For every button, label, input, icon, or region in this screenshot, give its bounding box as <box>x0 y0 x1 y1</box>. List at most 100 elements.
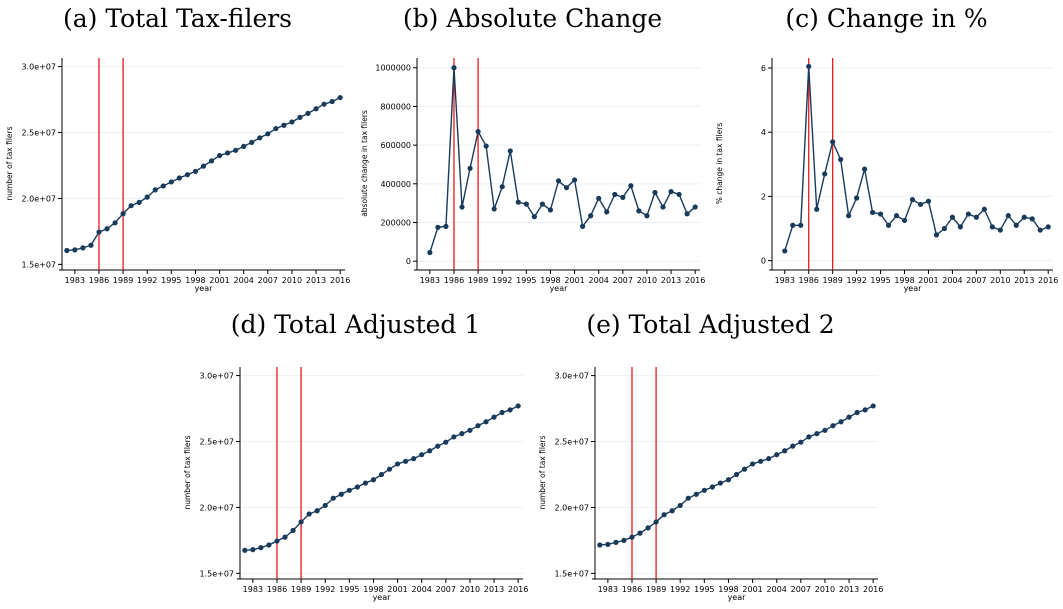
data-point <box>893 213 900 219</box>
data-point <box>774 452 780 458</box>
data-point <box>314 508 320 514</box>
data-point <box>798 222 804 228</box>
data-point <box>806 63 812 70</box>
data-point <box>507 148 513 154</box>
data-point <box>822 427 828 433</box>
data-point <box>597 542 603 548</box>
y-tick-label: 2.0e+07 <box>21 194 56 203</box>
data-point <box>64 247 70 254</box>
x-tick-label: 2010 <box>815 585 835 594</box>
data-point <box>981 206 987 212</box>
data-point <box>289 119 295 125</box>
data-point <box>330 495 336 501</box>
x-tick-label: 2016 <box>863 585 883 594</box>
chart-a: 1.5e+07 2.0e+07 2.5e+07 3.0e+07 1983 1986 1989… <box>5 58 350 293</box>
x-tick-label: 1998 <box>718 585 738 594</box>
x-tick-label: 1983 <box>243 585 263 594</box>
y-tick-label: 1.5e+07 <box>554 569 589 578</box>
data-point <box>854 409 860 416</box>
data-point <box>507 407 513 413</box>
data-point <box>973 214 979 220</box>
x-tick-label: 2007 <box>258 276 278 285</box>
data-point <box>370 477 377 483</box>
data-point <box>758 458 764 464</box>
x-tick-label: 1989 <box>113 276 133 285</box>
x-tick-label: 1986 <box>444 276 464 285</box>
series-line <box>784 65 1049 252</box>
data-point <box>274 538 280 544</box>
data-point <box>104 226 110 232</box>
data-point <box>885 222 892 228</box>
data-point <box>499 409 505 416</box>
y-tick-label: 2.0e+07 <box>199 503 234 512</box>
data-point <box>297 114 303 120</box>
data-point <box>652 189 658 196</box>
data-point <box>838 156 844 163</box>
data-point <box>846 414 852 420</box>
y-tick-label: 2.5e+07 <box>554 438 589 447</box>
caption: (e) Total Adjusted 2 <box>586 310 835 339</box>
y-tick-label: 800000 <box>380 102 411 111</box>
data-point <box>782 248 788 254</box>
data-point <box>200 163 207 169</box>
data-point <box>321 101 327 107</box>
x-tick-label: 2013 <box>839 585 859 594</box>
y-tick-label: 3.0e+07 <box>199 372 234 381</box>
data-point <box>241 143 247 149</box>
data-point <box>965 211 971 217</box>
data-point <box>806 434 812 440</box>
data-point <box>281 122 287 128</box>
data-point <box>838 419 844 425</box>
data-point <box>257 135 263 141</box>
data-point <box>997 227 1003 233</box>
x-tick-label: 1989 <box>646 585 666 594</box>
x-tick-label: 2001 <box>387 585 407 594</box>
y-tick-label: 3.0e+07 <box>21 63 56 72</box>
data-point <box>136 199 142 205</box>
data-point <box>661 512 667 518</box>
x-tick-label: 1995 <box>161 276 181 285</box>
data-point <box>329 98 335 105</box>
x-tick-label: 1998 <box>185 276 205 285</box>
data-point <box>419 452 425 458</box>
x-tick-label: 2004 <box>412 585 432 594</box>
data-point <box>563 185 570 191</box>
data-point <box>515 403 521 409</box>
data-point <box>957 224 963 230</box>
data-point <box>917 201 924 208</box>
data-point <box>1013 222 1019 228</box>
y-axis-label: absolute change in tax filers <box>360 110 369 217</box>
data-point <box>128 203 134 209</box>
data-point <box>459 204 465 210</box>
x-tick-label: 1995 <box>516 276 536 285</box>
x-tick-label: 2010 <box>990 276 1010 285</box>
x-tick-label: 2013 <box>306 276 326 285</box>
data-point <box>160 183 166 189</box>
data-point <box>435 224 441 230</box>
data-point <box>273 125 279 132</box>
y-tick-label: 4 <box>761 128 766 137</box>
chart-d: 1.5e+07 2.0e+07 2.5e+07 3.0e+07 1983 1986 1989… <box>183 367 528 602</box>
data-point <box>290 527 296 534</box>
data-point <box>459 431 465 437</box>
data-point <box>621 537 627 544</box>
series-line <box>429 67 696 253</box>
data-point <box>547 207 554 213</box>
data-point <box>184 172 191 178</box>
data-point <box>531 214 537 220</box>
y-tick-label: 2.5e+07 <box>21 129 56 138</box>
y-tick-label: 1.5e+07 <box>21 260 56 269</box>
x-tick-label: 1983 <box>775 276 795 285</box>
data-point <box>644 213 650 219</box>
x-tick-label: 2004 <box>767 585 787 594</box>
data-point <box>1037 227 1043 233</box>
x-tick-label: 1992 <box>315 585 335 594</box>
data-point <box>435 443 441 449</box>
data-point <box>394 461 401 467</box>
data-point <box>613 539 619 545</box>
x-tick-label: 1998 <box>363 585 383 594</box>
panel-d: (d) Total Adjusted 1 1.5e+07 2.0e+07 2.5e+… <box>178 306 533 609</box>
data-point <box>354 484 360 490</box>
data-point <box>1045 224 1051 230</box>
x-axis-label: year <box>550 284 569 293</box>
